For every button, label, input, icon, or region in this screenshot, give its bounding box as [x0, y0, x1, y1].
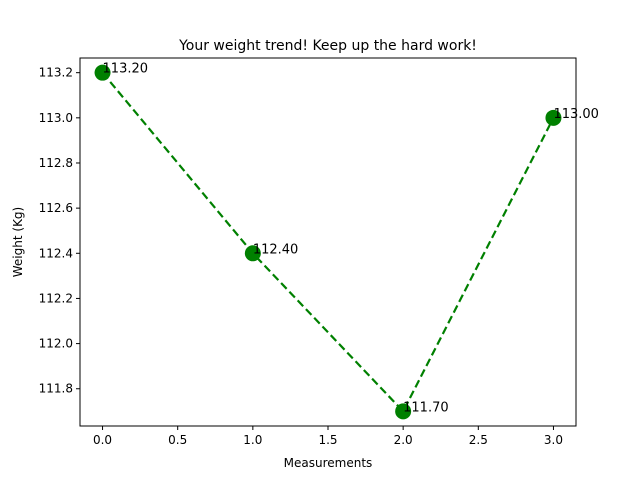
data-point [244, 245, 261, 262]
y-axis-label: Weight (Kg) [11, 207, 25, 277]
y-tick-label: 113.0 [39, 111, 73, 125]
y-tick-label: 112.8 [39, 156, 73, 170]
x-tick-label: 1.5 [318, 433, 337, 447]
y-tick-label: 111.8 [39, 382, 73, 396]
x-tick-label: 3.0 [544, 433, 563, 447]
x-tick-label: 2.5 [469, 433, 488, 447]
plot-frame [79, 57, 577, 427]
data-point-label: 113.20 [103, 62, 149, 77]
y-tick-label: 112.4 [39, 246, 73, 260]
x-axis-ticks: 0.0 0.5 1.0 1.5 2.0 2.5 3.0 [93, 426, 563, 447]
series-line [101, 71, 555, 414]
data-point-label: 111.70 [403, 400, 449, 415]
y-tick-label: 112.6 [39, 201, 73, 215]
x-tick-label: 0.5 [168, 433, 187, 447]
y-tick-label: 112.0 [39, 337, 73, 351]
y-tick-label: 112.2 [39, 291, 73, 305]
chart-title: Your weight trend! Keep up the hard work… [178, 38, 477, 54]
x-tick-label: 2.0 [394, 433, 413, 447]
x-axis-label: Measurements [284, 456, 373, 470]
y-tick-label: 113.2 [39, 66, 73, 80]
data-point-label: 112.40 [253, 242, 299, 257]
x-tick-label: 0.0 [93, 433, 112, 447]
x-tick-label: 1.0 [243, 433, 262, 447]
y-axis-ticks: 111.8 112.0 112.2 112.4 112.6 112.8 113.0 113.2 [39, 66, 80, 396]
data-point [94, 64, 111, 81]
data-point [545, 109, 562, 126]
data-point [395, 403, 412, 420]
